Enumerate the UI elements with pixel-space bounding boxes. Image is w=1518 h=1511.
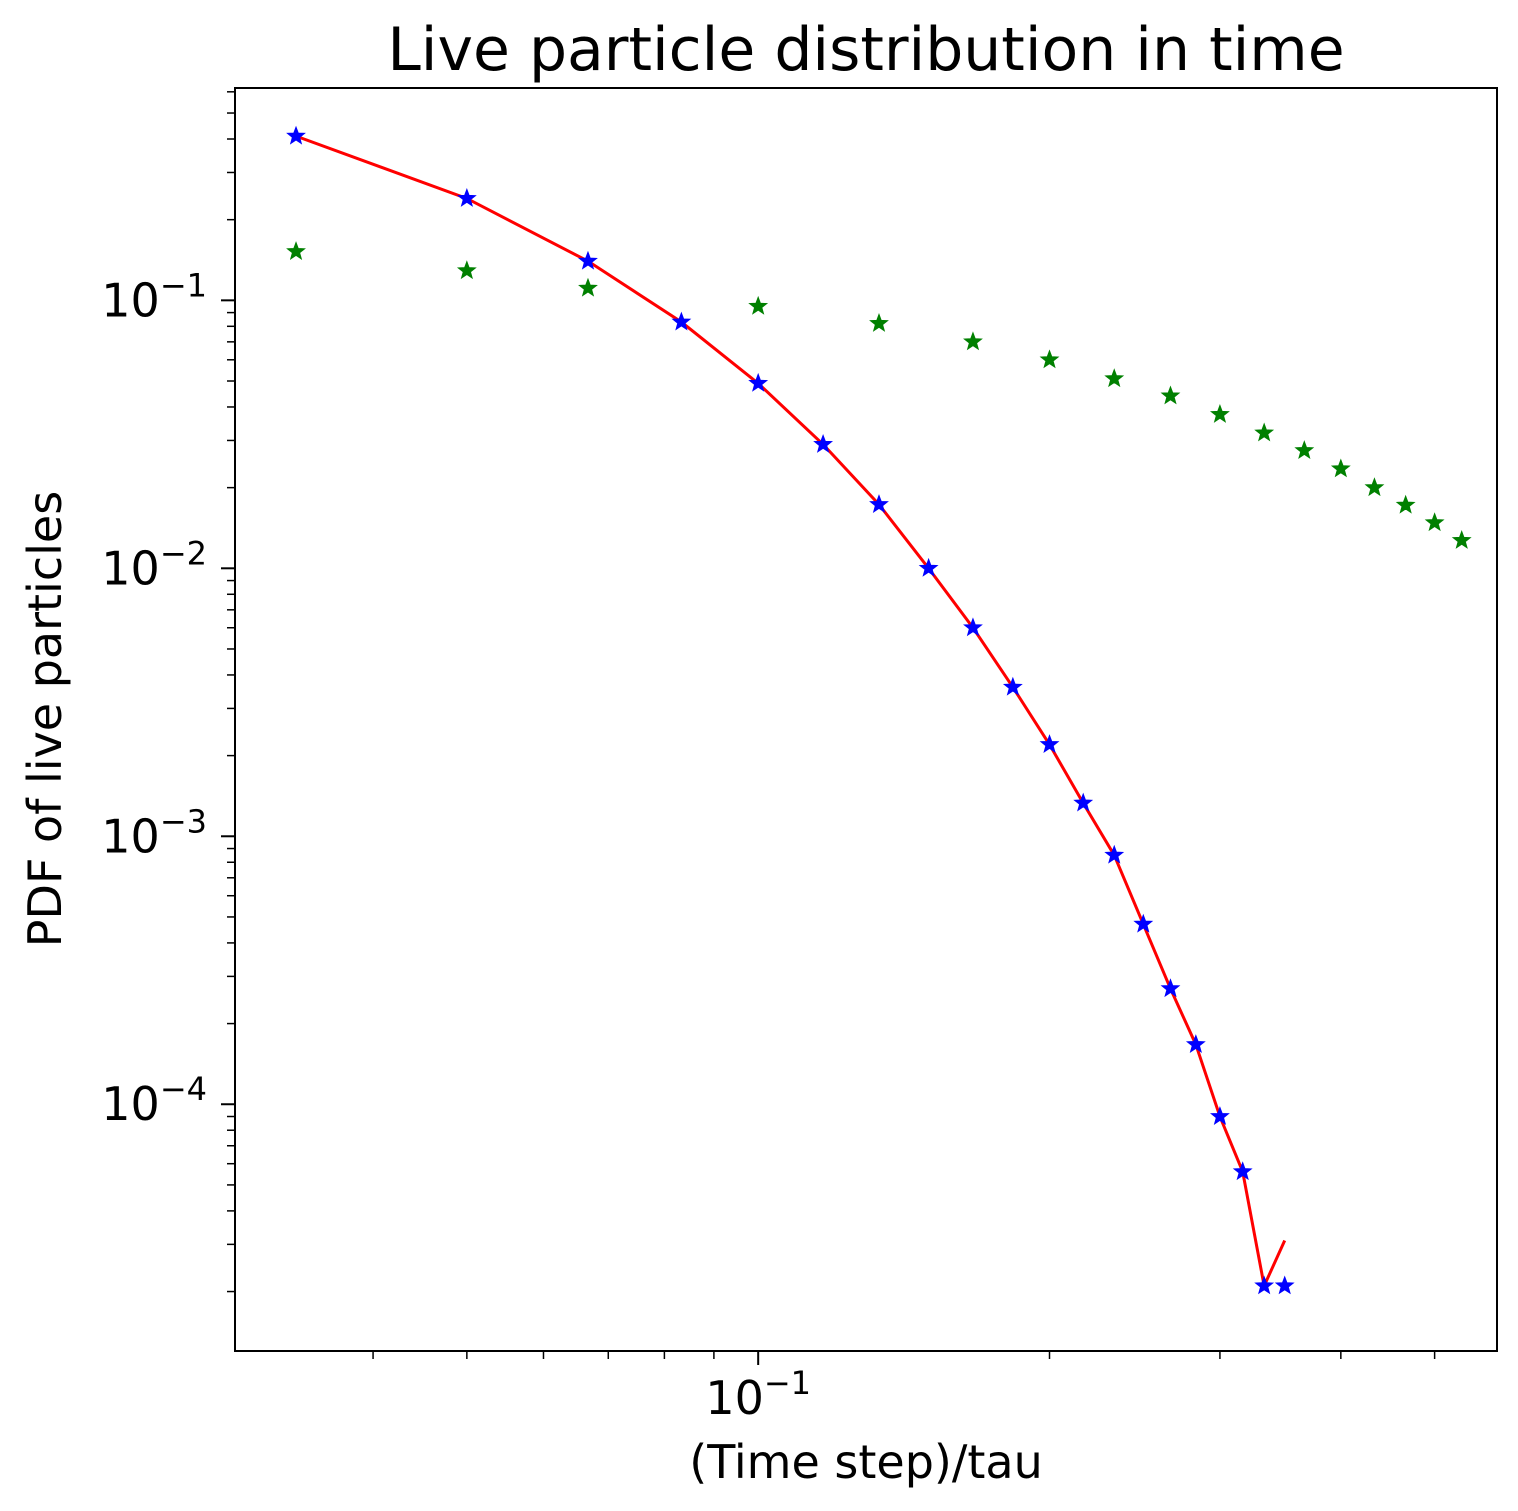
data-point-marker <box>1104 368 1125 388</box>
data-point-marker <box>1254 422 1275 442</box>
data-point-marker <box>1160 385 1181 405</box>
data-point-marker <box>963 617 983 637</box>
x-axis-label: (Time step)/tau <box>689 1435 1042 1489</box>
x-tick-label: 10−1 <box>705 1364 811 1425</box>
data-point-marker <box>1210 1106 1230 1125</box>
data-point-marker <box>869 494 889 513</box>
data-point-marker <box>1232 1161 1253 1181</box>
data-point-marker <box>1294 440 1315 460</box>
data-point-marker <box>1002 676 1023 696</box>
data-point-marker <box>1160 978 1181 998</box>
data-point-marker <box>1209 404 1230 423</box>
data-point-marker <box>1039 349 1060 369</box>
y-tick-label: 10−1 <box>101 266 207 327</box>
data-point-marker <box>578 277 598 297</box>
data-point-marker <box>286 241 306 261</box>
plot-area <box>286 125 1472 1295</box>
data-point-marker <box>1330 458 1351 478</box>
data-point-marker <box>1185 1034 1206 1054</box>
data-point-marker <box>1254 1275 1275 1295</box>
series-line <box>295 134 1287 1291</box>
data-point-marker <box>1395 494 1416 514</box>
data-point-marker <box>748 295 769 315</box>
data-point-marker <box>1274 1275 1295 1295</box>
y-tick-label: 10−3 <box>101 802 207 863</box>
data-point-marker <box>748 372 769 392</box>
data-point-marker <box>869 313 889 332</box>
data-point-marker <box>813 433 834 453</box>
data-point-marker <box>671 311 692 331</box>
data-point-marker <box>963 331 983 351</box>
data-point-marker <box>1039 734 1060 753</box>
data-point-marker <box>1104 844 1125 864</box>
data-point-marker <box>456 188 477 207</box>
data-point-marker <box>286 125 306 145</box>
data-point-marker <box>456 260 477 280</box>
data-point-marker <box>1073 792 1094 812</box>
y-tick-label: 10−4 <box>101 1070 207 1131</box>
y-axis-label: PDF of live particles <box>18 491 72 947</box>
data-point-marker <box>918 557 939 577</box>
y-tick-label: 10−2 <box>101 534 207 595</box>
data-point-marker <box>1364 477 1385 497</box>
data-point-marker <box>1133 913 1154 933</box>
axis-ticks: 10−1 10−2 10−3 10−4 10−1 <box>101 91 1436 1425</box>
chart-title: Live particle distribution in time <box>387 15 1344 85</box>
data-point-marker <box>1451 530 1472 549</box>
data-point-marker <box>578 250 598 270</box>
data-point-marker <box>1424 512 1445 532</box>
plot-frame <box>234 87 1498 1352</box>
